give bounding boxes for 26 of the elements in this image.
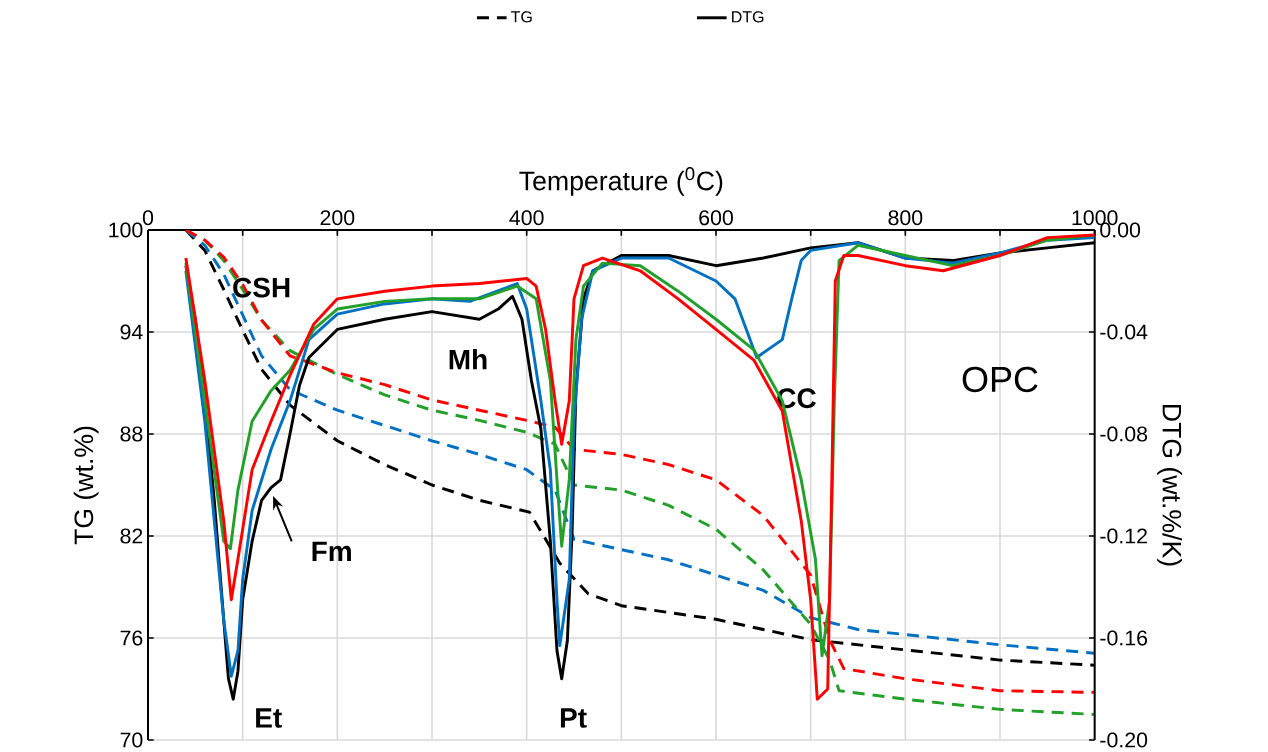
x-tick-label: 800 [888,210,923,226]
y-tick-label: 88 [120,426,143,442]
x-axis-title: Temperature ($^{0}$C) [519,167,723,196]
x-tick-label: 600 [699,210,733,226]
y2-axis-title: DTG (wt.%/K) [1157,404,1182,566]
y2-tick-label: -0.16 [1100,630,1148,646]
y-tick-label: 100 [109,222,143,238]
x-tick-label: 0 [142,210,154,226]
y2-tick-label: -0.04 [1100,324,1148,340]
y-axis-title: TG (wt.%) [73,426,99,545]
x-tick-label: 200 [320,210,355,226]
annotation: OPC [962,366,1038,393]
annotation: Fm [312,541,351,561]
y2-tick-label: -0.20 [1100,732,1148,748]
legend-label: DTG [732,11,764,23]
y-tick-label: 76 [120,630,143,646]
annotation: Mh [449,348,487,370]
annotation: Et [256,708,282,728]
y-tick-label: 70 [120,732,143,748]
legend-label: TG [511,11,532,23]
annotation: Pt [560,708,587,728]
x-tick-label: 400 [509,210,544,226]
y-tick-label: 82 [120,528,143,544]
y-tick-label: 94 [120,324,143,340]
y2-tick-label: -0.12 [1100,528,1147,544]
y2-tick-label: -0.08 [1100,426,1148,442]
